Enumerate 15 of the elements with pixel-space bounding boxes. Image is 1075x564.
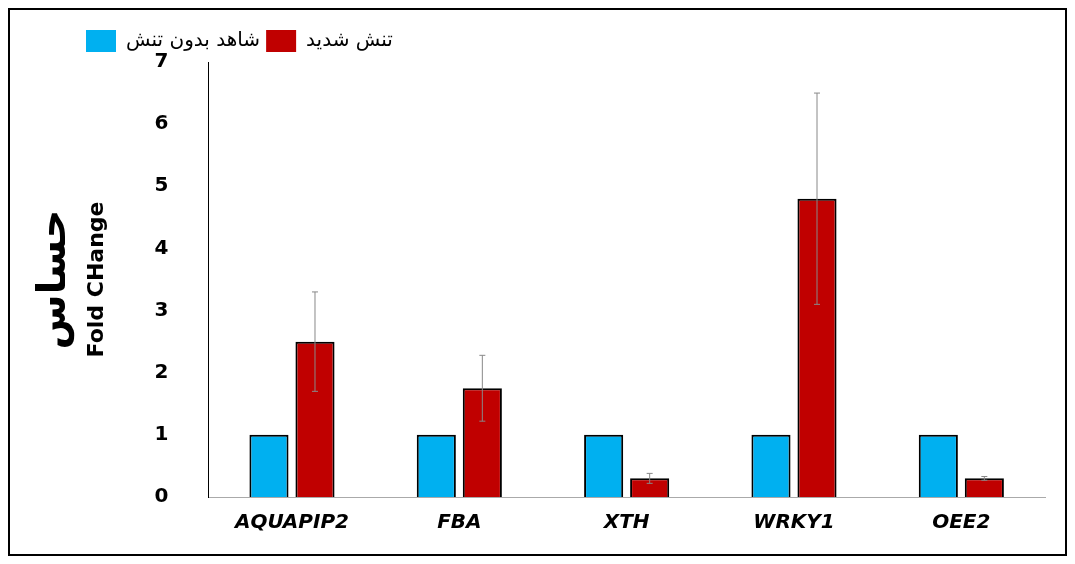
y-tick-label: 6 (154, 110, 169, 135)
y-axis-title: Fold CHange (82, 201, 108, 358)
y-tick-label: 1 (154, 421, 169, 446)
y-tick-label: 3 (154, 296, 169, 321)
y-tick-label: 4 (154, 234, 169, 259)
y-tick-label: 0 (154, 483, 169, 508)
x-tick-label: WRKY1 (753, 509, 835, 534)
text: حساس (28, 209, 76, 350)
x-tick-label: AQUAPIP2 (232, 509, 349, 534)
y-tick-label: 5 (154, 172, 169, 197)
x-tick-label: OEE2 (932, 509, 991, 534)
y-tick-label: 2 (154, 358, 169, 383)
x-tick-label: FBA (437, 509, 482, 534)
x-tick-label: XTH (601, 509, 650, 534)
legend-label: تنش شدید (306, 27, 393, 52)
